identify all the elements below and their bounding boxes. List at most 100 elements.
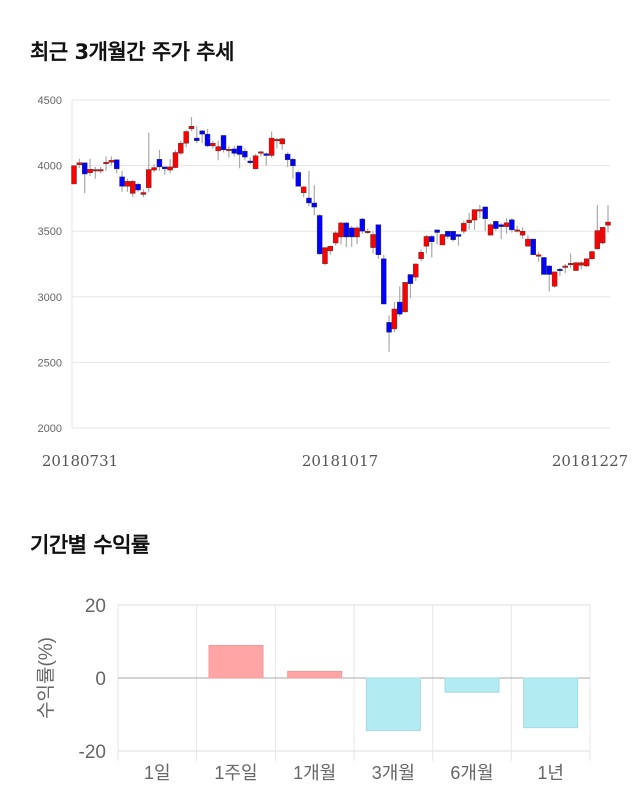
candle-up [172, 152, 179, 168]
candle-down [114, 159, 120, 170]
candlestick-chart: 2000 2500 3000 3500 4000 4500 20180731 20181017… [38, 95, 629, 470]
candle-up [578, 262, 584, 266]
candle-up [87, 169, 93, 173]
candle-down [546, 265, 552, 275]
candle-down [247, 160, 253, 163]
candle-down [204, 133, 211, 147]
candle-down [397, 301, 403, 315]
candle-up [413, 263, 419, 278]
candle-down [119, 176, 125, 187]
candle-up [178, 143, 184, 154]
candle-up [258, 151, 264, 154]
candle-up [97, 169, 104, 172]
candle-up [418, 251, 424, 259]
candle-up [300, 186, 307, 193]
candle-down [162, 166, 168, 170]
candle-up [599, 227, 606, 244]
candle-up [92, 169, 99, 172]
candle-up [370, 234, 376, 248]
candle-up [573, 262, 579, 271]
candle-up [274, 139, 280, 142]
x-tick-label: 1개월 [293, 763, 336, 783]
candle-up [124, 181, 131, 187]
candle-down [455, 234, 462, 237]
candle-up [210, 143, 216, 147]
x-tick-label: 20180731 [42, 452, 118, 470]
candle-down [311, 202, 317, 208]
candle-down [434, 229, 440, 233]
candle-up [583, 258, 590, 267]
y-axis-label: 수익률(%) [35, 637, 57, 719]
candle-up [605, 221, 611, 226]
candle-down [343, 222, 350, 238]
y-tick-label: 4000 [38, 161, 62, 173]
candle-up [103, 162, 109, 165]
candle-up [322, 247, 328, 264]
candle-down [498, 224, 504, 227]
y-tick-label: 4500 [38, 95, 62, 107]
candle-up [226, 148, 232, 151]
candle-down [295, 172, 301, 187]
candle-up [365, 230, 371, 233]
candle-up [503, 222, 510, 227]
x-tick-label: 20181227 [552, 452, 628, 470]
candle-up [471, 209, 478, 221]
candle-down [231, 148, 237, 154]
candle-down [429, 236, 435, 242]
candle-up [514, 229, 520, 232]
candle-up [391, 308, 398, 330]
y-tick-label: 2500 [38, 357, 62, 369]
candle-down [236, 145, 243, 155]
candle-up [487, 224, 494, 236]
y-tick-label: 20 [85, 596, 106, 617]
return-bar [208, 645, 264, 679]
x-tick-label: 20181017 [302, 452, 378, 470]
candle-up [151, 167, 157, 171]
candle-up [567, 263, 574, 266]
x-tick-label: 6개월 [450, 763, 493, 783]
candle-up [268, 137, 275, 156]
candle-up [252, 155, 259, 170]
candle-up [76, 162, 83, 165]
candle-up [215, 146, 221, 152]
candle-down [194, 137, 200, 141]
candle-up [140, 192, 147, 195]
candle-up [402, 282, 408, 313]
candle-down [284, 153, 291, 160]
candle-down [386, 322, 392, 333]
candle-down [445, 230, 451, 237]
candle-down [306, 197, 312, 204]
candle-down [509, 219, 515, 231]
candle-down [482, 206, 488, 219]
y-tick-label: 2000 [38, 423, 62, 435]
candle-down [220, 135, 227, 151]
candle-down [242, 150, 248, 158]
x-tick-label: 1일 [144, 763, 171, 783]
return-bar [444, 677, 500, 693]
candle-down [348, 227, 355, 238]
candle-down [359, 218, 366, 232]
period-return-title: 기간별 수익률 [30, 533, 150, 557]
candle-up [130, 181, 136, 194]
price-trend-title: 최근 3개월간 주가 추세 [30, 40, 234, 64]
candle-up [535, 254, 542, 257]
x-tick-label: 1주일 [214, 763, 257, 783]
candle-up [477, 209, 483, 212]
x-tick-label: 1년 [537, 763, 564, 783]
candle-up [332, 232, 339, 244]
candle-up [589, 251, 595, 259]
candle-up [146, 169, 152, 188]
candle-up [525, 238, 531, 247]
candle-down [81, 162, 88, 175]
candle-down [381, 258, 387, 305]
candle-down [450, 230, 456, 240]
candle-up [461, 223, 467, 232]
candle-up [279, 138, 285, 145]
y-tick-label: 3000 [38, 292, 62, 304]
return-bar [523, 677, 579, 729]
candle-down [530, 238, 536, 256]
candle-up [183, 131, 189, 144]
return-bar [365, 677, 421, 732]
candle-up [439, 234, 446, 246]
candle-up [519, 230, 526, 236]
